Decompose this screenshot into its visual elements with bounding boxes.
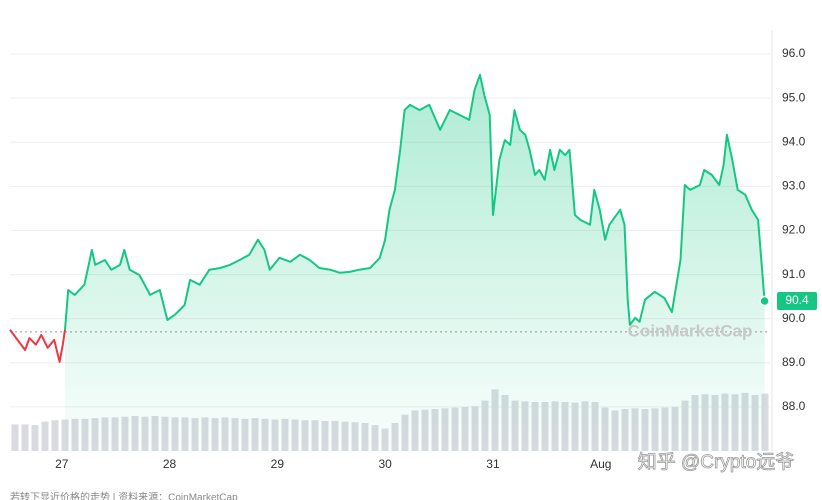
volume-bar: [761, 393, 769, 451]
y-tick-label: 88.0: [782, 399, 806, 413]
source-note: 若转下显近价格的走势 | 资料来源：CoinMarketCap: [10, 491, 238, 500]
watermark: CoinMarketCap: [628, 321, 753, 340]
volume-bar: [11, 424, 19, 451]
volume-bar: [21, 424, 29, 451]
watermark: 知乎 @Crypto远爷: [638, 451, 795, 473]
y-tick-label: 90.0: [782, 311, 806, 325]
y-tick-label: 94.0: [782, 134, 806, 148]
y-tick-label: 89.0: [782, 355, 806, 369]
volume-bar: [51, 420, 59, 451]
y-tick-label: 96.0: [782, 46, 806, 60]
volume-bar: [41, 421, 49, 451]
last-price-dot: [759, 295, 770, 307]
x-tick-label: 29: [271, 457, 285, 471]
price-line: [64, 73, 766, 330]
x-tick-label: 31: [486, 457, 500, 471]
y-tick-label: 92.0: [782, 223, 806, 237]
x-tick-label: 28: [163, 457, 177, 471]
price-area: [65, 74, 765, 452]
x-tick-label: Aug: [590, 457, 611, 471]
y-tick-label: 91.0: [782, 267, 806, 281]
y-tick-label: 95.0: [782, 90, 806, 104]
volume-bar: [31, 425, 39, 451]
y-tick-label: 93.0: [782, 179, 806, 193]
x-tick-label: 27: [55, 457, 69, 471]
x-tick-label: 30: [378, 457, 392, 471]
last-price-label: 90.4: [785, 293, 809, 307]
last-price-box: [777, 292, 817, 311]
price-line: [9, 329, 66, 363]
